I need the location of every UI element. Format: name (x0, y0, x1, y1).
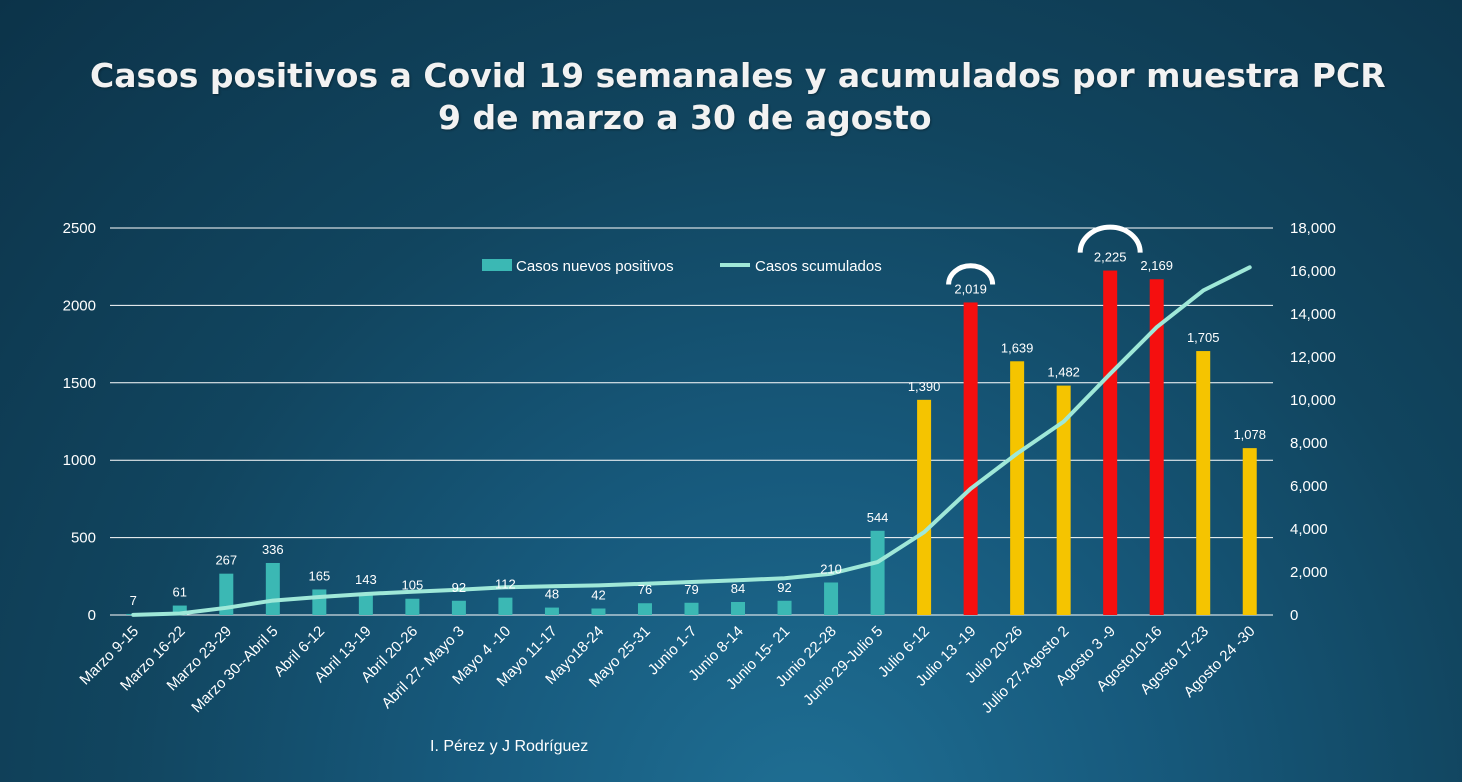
bar-data-label: 105 (402, 578, 424, 593)
left-tick-label: 2000 (63, 297, 96, 314)
right-tick-label: 0 (1290, 607, 1298, 624)
left-tick-label: 500 (71, 530, 96, 547)
gridlines (110, 227, 1273, 616)
bar-data-label: 76 (638, 582, 652, 597)
left-tick-label: 0 (88, 607, 96, 624)
bar-data-label: 112 (495, 577, 516, 592)
right-tick-label: 10,000 (1290, 392, 1336, 409)
bar (1010, 361, 1025, 615)
right-tick-label: 4,000 (1290, 521, 1328, 538)
bar-data-label: 42 (591, 587, 605, 602)
bar (544, 607, 559, 615)
bar-data-label: 143 (355, 572, 377, 587)
highlight-arcs (946, 224, 1143, 285)
bar (1242, 448, 1257, 615)
line-series (131, 265, 1252, 617)
bar (637, 603, 652, 615)
right-tick-label: 14,000 (1290, 306, 1336, 323)
chart-title: Casos positivos a Covid 19 semanales y a… (90, 56, 1386, 95)
bar-data-label: 544 (867, 510, 889, 525)
left-axis-ticks: 0 500 1000 1500 2000 2500 (63, 220, 96, 624)
bar-data-label: 1,482 (1047, 365, 1080, 380)
bar-data-label: 1,078 (1233, 427, 1266, 442)
author-credit: I. Pérez y J Rodríguez (430, 738, 589, 755)
legend-label-line: Casos scumulados (755, 258, 882, 275)
bar-data-label: 165 (308, 568, 330, 583)
right-tick-label: 8,000 (1290, 435, 1328, 452)
bar-data-label: 1,639 (1001, 340, 1034, 355)
bar (1196, 351, 1211, 615)
bar-data-label: 7 (130, 593, 137, 608)
category-label: Marzo 30--Abril 5 (188, 623, 281, 716)
bar (684, 602, 699, 615)
legend-label-bars: Casos nuevos positivos (516, 258, 674, 275)
right-axis-ticks: 0 2,000 4,000 6,000 8,000 10,000 12,000 14,000 1… (1290, 220, 1336, 624)
bar-data-label: 267 (215, 553, 237, 568)
left-tick-label: 1000 (63, 452, 96, 469)
bar (312, 589, 327, 615)
bar (777, 600, 792, 615)
bar-data-label: 48 (545, 587, 559, 602)
right-tick-label: 16,000 (1290, 263, 1336, 280)
bar (591, 608, 606, 615)
legend: Casos nuevos positivos Casos scumulados (482, 258, 882, 275)
category-label: Julio 27-Agosto 2 (979, 623, 1073, 717)
bar-data-label: 92 (777, 580, 791, 595)
category-label: Abril 27- Mayo 3 (378, 623, 467, 712)
bar (1103, 270, 1118, 615)
bar-data-label: 92 (452, 580, 466, 595)
bar (731, 601, 746, 615)
bar (917, 399, 932, 615)
bar (451, 600, 466, 615)
bar-data-label: 2,225 (1094, 250, 1127, 265)
bar (1056, 385, 1071, 615)
bar (172, 605, 187, 615)
data-labels: 7 61 267 336 165 143 105 92 112 48 42 76 79 84 92 210 54… (130, 250, 1266, 608)
highlight-arc (1077, 224, 1143, 253)
left-tick-label: 2500 (63, 220, 96, 237)
cumulative-line (131, 265, 1252, 617)
left-tick-label: 1500 (63, 375, 96, 392)
right-tick-label: 6,000 (1290, 478, 1328, 495)
bar (265, 562, 280, 615)
bar-data-label: 2,169 (1140, 258, 1173, 273)
bar (219, 573, 234, 615)
bar-data-label: 1,705 (1187, 330, 1220, 345)
bar-series (126, 270, 1257, 615)
bar-data-label: 210 (820, 561, 842, 576)
bar (824, 582, 839, 615)
bar (358, 592, 373, 615)
bar (1149, 279, 1164, 615)
bar (870, 530, 885, 615)
category-label: Junio 29-Julio 5 (800, 623, 886, 709)
bar-data-label: 84 (731, 581, 745, 596)
bar (405, 598, 420, 615)
right-tick-label: 18,000 (1290, 220, 1336, 237)
highlight-arc (946, 263, 996, 285)
bar-data-label: 1,390 (908, 379, 941, 394)
bar-data-label: 79 (684, 582, 698, 597)
bar (963, 302, 978, 615)
bar-data-label: 2,019 (954, 281, 987, 296)
right-tick-label: 12,000 (1290, 349, 1336, 366)
bar (498, 597, 513, 615)
bar-data-label: 336 (262, 542, 284, 557)
chart-subtitle: 9 de marzo a 30 de agosto (438, 98, 932, 137)
bar-data-label: 61 (173, 585, 187, 600)
legend-swatch-bars (482, 259, 512, 271)
right-tick-label: 2,000 (1290, 564, 1328, 581)
